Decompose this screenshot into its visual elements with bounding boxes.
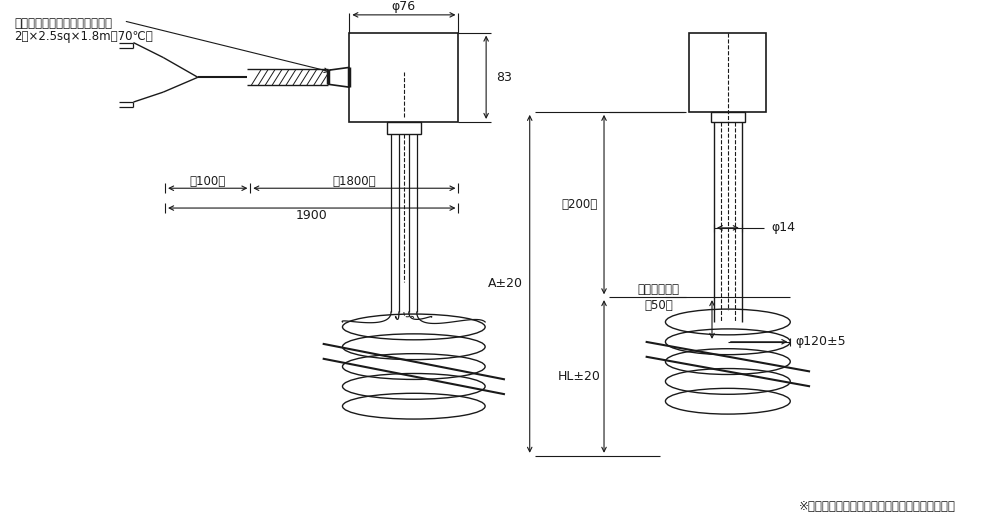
Text: （1800）: （1800） (333, 175, 376, 188)
Text: HL±20: HL±20 (558, 370, 601, 383)
Text: 2芯×2.5sq×1.8m（70℃）: 2芯×2.5sq×1.8m（70℃） (15, 30, 153, 42)
Bar (711, 112, 745, 122)
Bar (689, 33, 766, 112)
Text: φ76: φ76 (392, 1, 416, 13)
Text: 83: 83 (496, 71, 512, 84)
Text: （200）: （200） (561, 198, 597, 211)
Bar (349, 33, 458, 122)
Text: 最低液面高さ: 最低液面高さ (638, 283, 680, 296)
Text: A±20: A±20 (487, 277, 522, 290)
Text: ※最低液面高さ以下では使用しないでください。: ※最低液面高さ以下では使用しないでください。 (799, 500, 956, 513)
Text: φ120±5: φ120±5 (795, 335, 846, 348)
Text: φ14: φ14 (771, 221, 795, 234)
Text: ビニールキャブタイヤケーブル: ビニールキャブタイヤケーブル (15, 17, 113, 30)
Bar (387, 122, 421, 134)
Text: （100）: （100） (190, 175, 226, 188)
Text: 1900: 1900 (296, 209, 328, 222)
Text: （50）: （50） (644, 298, 673, 312)
